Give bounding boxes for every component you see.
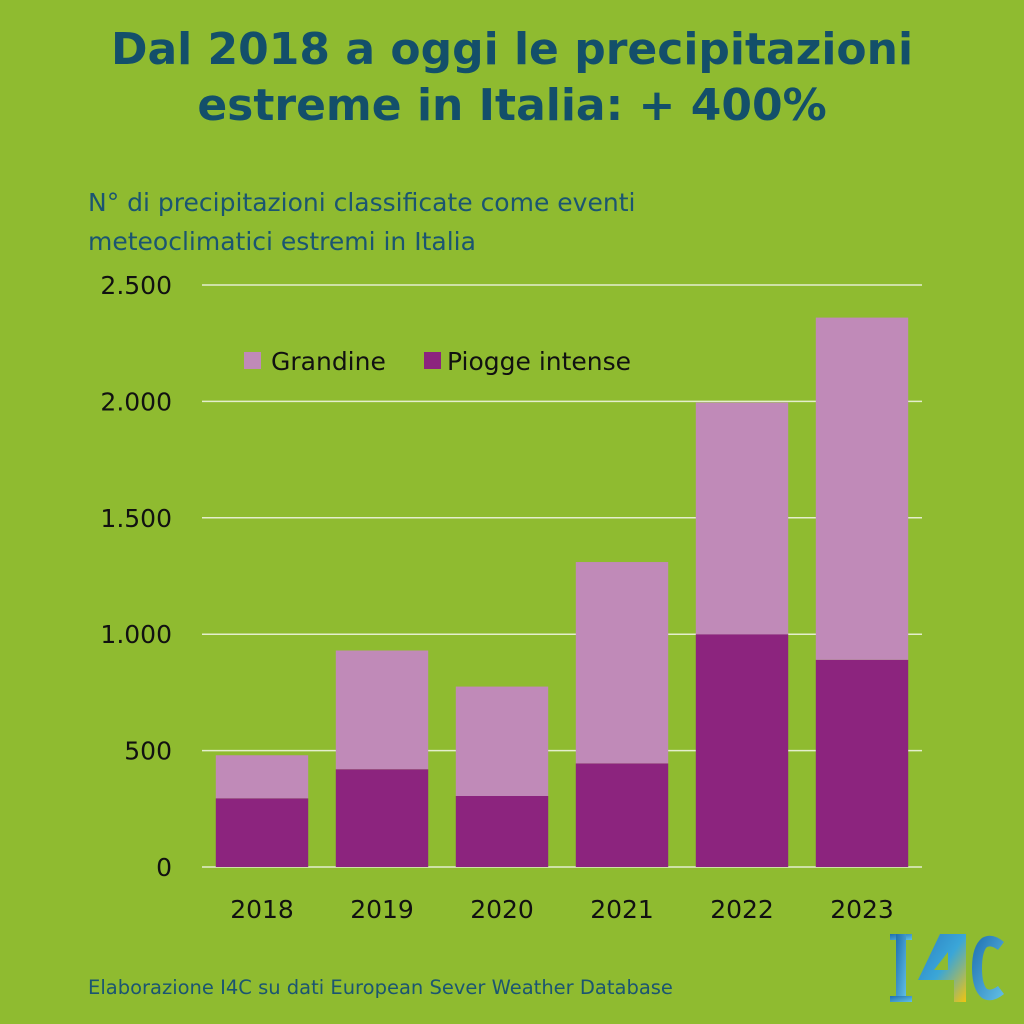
y-tick-label: 0 bbox=[156, 853, 172, 882]
i4c-logo-icon bbox=[890, 934, 1004, 1002]
chart-subtitle-line: N° di precipitazioni classificate come e… bbox=[88, 188, 636, 217]
y-tick-label: 2.500 bbox=[100, 271, 172, 300]
x-tick-label: 2019 bbox=[350, 895, 414, 924]
legend-swatch bbox=[424, 352, 441, 369]
y-axis: 0 500 1.000 1.500 2.000 2.500 bbox=[100, 271, 172, 882]
bar-segment bbox=[815, 659, 909, 867]
bar-segment bbox=[335, 769, 429, 867]
chart-title-line: Dal 2018 a oggi le precipitazioni bbox=[110, 24, 914, 75]
chart-title-line: estreme in Italia: + 400% bbox=[197, 80, 827, 131]
bar-segment bbox=[575, 763, 669, 867]
chart-subtitle: N° di precipitazioni classificate come e… bbox=[88, 183, 968, 261]
bar-segment bbox=[335, 650, 429, 770]
y-tick-label: 1.000 bbox=[100, 620, 172, 649]
y-tick-label: 2.000 bbox=[100, 387, 172, 416]
x-tick-label: 2023 bbox=[830, 895, 894, 924]
bar-segment bbox=[215, 798, 309, 867]
chart-legend: Grandine Piogge intense bbox=[244, 347, 631, 376]
bar-segment bbox=[455, 686, 549, 796]
y-tick-label: 500 bbox=[124, 737, 172, 766]
legend-label: Grandine bbox=[271, 347, 386, 376]
legend-swatch bbox=[244, 352, 261, 369]
bar-segment bbox=[455, 795, 549, 867]
x-tick-label: 2022 bbox=[710, 895, 774, 924]
x-tick-label: 2021 bbox=[590, 895, 654, 924]
chart-subtitle-line: meteoclimatici estremi in Italia bbox=[88, 227, 476, 256]
x-tick-label: 2020 bbox=[470, 895, 534, 924]
bar-segment bbox=[215, 755, 309, 799]
x-tick-label: 2018 bbox=[230, 895, 294, 924]
bar-segment bbox=[815, 317, 909, 660]
bar-segment bbox=[695, 634, 789, 867]
chart-bars bbox=[215, 317, 909, 867]
bar-segment bbox=[695, 402, 789, 635]
chart-gridlines bbox=[202, 284, 922, 868]
y-tick-label: 1.500 bbox=[100, 504, 172, 533]
legend-label: Piogge intense bbox=[447, 347, 631, 376]
bar-segment bbox=[575, 562, 669, 764]
source-note: Elaborazione I4C su dati European Sever … bbox=[88, 976, 673, 999]
chart-title: Dal 2018 a oggi le precipitazioni estrem… bbox=[0, 22, 1024, 134]
x-axis: 2018 2019 2020 2021 2022 2023 bbox=[230, 895, 894, 924]
